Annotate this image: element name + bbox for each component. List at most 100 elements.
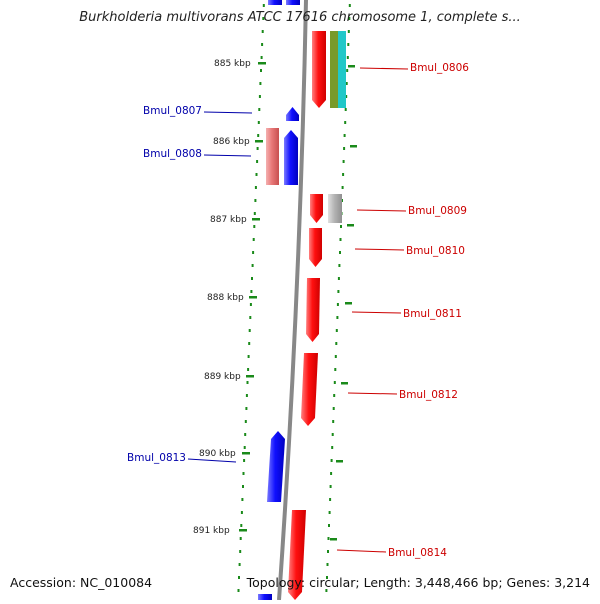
kbp-tick-mark [249,296,257,299]
right-tick-mark [345,302,352,305]
left-coordinate-dot [258,95,261,98]
kbp-tick-mark [239,529,247,532]
right-coordinate-dot [338,264,341,267]
right-coordinate-dot [339,238,342,241]
left-coordinate-dot [254,199,257,202]
gene-label-bmul-0806[interactable]: Bmul_0806 [410,62,469,74]
gene-block-bmul-0810[interactable] [309,228,322,267]
right-coordinate-dot [330,472,333,475]
kbp-tick-mark [252,218,260,221]
chromosome-backbone-line [277,0,308,601]
right-coordinate-dot [335,329,338,332]
gene-block-partial-bottom[interactable] [258,594,272,600]
coordinate-dots [237,4,351,592]
kbp-tick-label: 887 kbp [210,215,247,225]
gene-label-bmul-0811[interactable]: Bmul_0811 [403,308,462,320]
right-tick-mark [350,145,357,148]
gene-block-gray[interactable] [328,194,342,223]
gene-label-bmul-0813[interactable]: Bmul_0813 [127,452,186,464]
gene-block-bmul-0812[interactable] [301,353,318,426]
right-coordinate-dot [342,160,345,163]
genome-summary-text: Topology: circular; Length: 3,448,466 bp… [246,575,590,590]
right-coordinate-dot [348,17,351,20]
right-coordinate-dot [329,498,332,501]
right-coordinate-dot [346,69,349,72]
right-coordinate-dot [337,290,340,293]
left-coordinate-dot [243,459,246,462]
left-coordinate-dot [241,498,244,501]
left-coordinate-dot [251,264,254,267]
right-coordinate-dot [326,563,329,566]
gene-label-leader [187,458,237,463]
gene-label-bmul-0807[interactable]: Bmul_0807 [143,105,202,117]
gene-label-leader [354,248,405,251]
gene-label-bmul-0808[interactable]: Bmul_0808 [143,148,202,160]
right-coordinate-dot [343,134,346,137]
kbp-tick-mark [258,62,266,65]
gene-block-olive[interactable] [330,31,338,108]
left-coordinate-dot [262,4,265,7]
kbp-tick-mark [255,140,263,143]
right-coordinate-dot [336,316,339,319]
gene-label-bmul-0814[interactable]: Bmul_0814 [388,547,447,559]
gene-label-leader [203,154,252,157]
right-coordinate-dot [344,108,347,111]
gene-block-partial-top[interactable] [268,0,282,5]
gene-block-teal[interactable] [338,31,346,108]
right-coordinate-dot [333,394,336,397]
left-coordinate-dot [261,30,264,33]
right-coordinate-dot [341,186,344,189]
left-coordinate-dot [246,381,249,384]
gene-block-bmul-0807[interactable] [286,107,299,121]
right-coordinate-dot [330,459,333,462]
gene-block-bmul-0809[interactable] [310,194,323,223]
left-coordinate-dot [242,485,244,488]
right-tick-mark [347,224,354,227]
kbp-tick-label: 888 kbp [207,293,244,303]
gene-label-leader [351,311,402,314]
gene-block-bmul-0811[interactable] [306,278,320,342]
left-coordinate-dot [238,576,240,579]
right-coordinate-dot [325,589,328,592]
gene-label-bmul-0810[interactable]: Bmul_0810 [406,245,465,257]
right-coordinate-dot [326,576,328,579]
gene-block-bmul-0814[interactable] [288,510,306,600]
right-coordinate-dot [334,355,337,358]
gene-block-pseudo[interactable] [266,128,279,185]
right-coordinate-dot [331,446,334,449]
gene-block-bmul-0813[interactable] [267,431,285,502]
right-tick-mark [336,460,343,463]
left-coordinate-dot [259,82,262,85]
left-coordinate-dot [248,342,251,345]
left-coordinate-dot [248,329,251,332]
left-coordinate-dot [244,433,247,436]
gene-label-bmul-0812[interactable]: Bmul_0812 [399,389,458,401]
left-coordinate-dot [240,524,243,527]
kbp-ticks: 885 kbp 886 kbp 887 kbp 888 kbp 889 kbp 890 k… [193,59,357,541]
left-coordinate-dot [254,186,257,189]
left-coordinate-dot [252,251,255,254]
gene-block-bmul-0808[interactable] [284,130,298,185]
gene-block-partial-top[interactable] [286,0,300,5]
right-coordinate-dot [327,550,329,553]
gene-block-bmul-0806[interactable] [312,31,326,108]
left-coordinate-dot [242,472,245,475]
left-coordinate-dot [237,589,240,592]
kbp-tick-label: 885 kbp [214,59,251,69]
left-coordinate-dot [243,446,246,449]
kbp-tick-label: 891 kbp [193,526,230,536]
left-coordinate-dot [260,69,262,72]
gene-label-bmul-0809[interactable]: Bmul_0809 [408,205,467,217]
left-coordinate-dot [253,212,256,215]
left-coordinate-dot [238,563,241,566]
gene-labels: Bmul_0806 Bmul_0807 Bmul_0808 Bmul_0809 Bmul… [127,62,469,559]
kbp-tick-mark [242,452,250,455]
left-coordinate-dot [244,420,247,423]
right-coordinate-dot [345,95,348,98]
accession-text: Accession: NC_010084 [10,575,153,590]
left-coordinate-dot [245,394,248,397]
right-tick-mark [348,65,355,68]
left-coordinate-dot [249,316,252,319]
